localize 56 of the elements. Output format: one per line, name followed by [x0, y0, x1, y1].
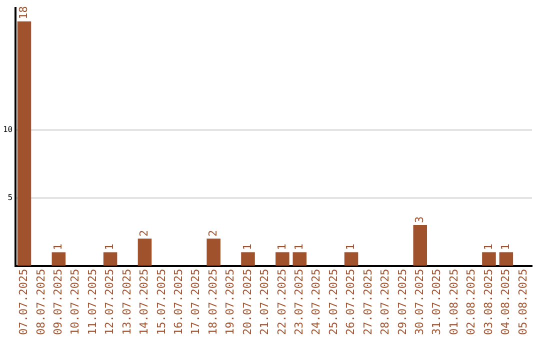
- x-tick-label: 18.07.2025: [206, 268, 220, 336]
- data-label: 1: [344, 244, 358, 250]
- x-tick-label: 02.08.2025: [464, 268, 478, 336]
- x-tick-label: 24.07.2025: [310, 268, 323, 336]
- bar: [241, 252, 255, 266]
- x-tick-label: 03.08.2025: [482, 268, 495, 336]
- x-tick-label: 17.07.2025: [189, 268, 202, 336]
- x-tick-label: 08.07.2025: [34, 268, 48, 336]
- x-tick-label: 29.07.2025: [396, 268, 409, 336]
- x-tick-label: 20.07.2025: [240, 268, 254, 336]
- bar: [17, 21, 32, 266]
- y-tick-label: 10: [2, 125, 13, 134]
- bar: [482, 252, 496, 266]
- x-tick-label: 21.07.2025: [258, 268, 272, 336]
- bar: [499, 252, 514, 266]
- x-tick-label: 16.07.2025: [172, 268, 186, 336]
- bar: [138, 238, 152, 266]
- x-tick-label: 14.07.2025: [138, 268, 151, 336]
- bar: [103, 252, 118, 266]
- bar: [413, 225, 428, 266]
- data-label: 1: [275, 244, 288, 250]
- x-tick-label: 19.07.2025: [224, 268, 237, 336]
- data-label: 3: [412, 216, 426, 224]
- bar: [292, 252, 307, 266]
- x-tick-label: 22.07.2025: [275, 268, 288, 336]
- x-tick-label: 04.08.2025: [499, 268, 512, 336]
- x-tick-label: 23.07.2025: [292, 268, 306, 336]
- bar: [206, 238, 220, 266]
- x-tick-label: 15.07.2025: [154, 268, 168, 336]
- x-tick-label: 27.07.2025: [361, 268, 374, 336]
- x-tick-label: 31.07.2025: [430, 268, 444, 336]
- x-tick-label: 07.07.2025: [17, 268, 30, 336]
- data-label: 18: [17, 6, 30, 20]
- data-label: 1: [52, 244, 65, 250]
- x-tick-label: 05.08.2025: [516, 268, 530, 336]
- x-tick-label: 12.07.2025: [103, 268, 116, 336]
- bar: [344, 252, 358, 266]
- bar: [276, 252, 290, 266]
- x-tick-label: 30.07.2025: [412, 268, 426, 336]
- data-label: 2: [138, 230, 151, 237]
- x-tick-label: 26.07.2025: [344, 268, 358, 336]
- data-label: 1: [292, 244, 306, 250]
- y-tick-label: 5: [8, 192, 13, 202]
- data-label: 1: [240, 244, 254, 250]
- x-tick-label: 09.07.2025: [52, 268, 65, 336]
- data-label: 1: [103, 244, 116, 250]
- data-label: 2: [206, 230, 220, 237]
- bar: [52, 252, 66, 266]
- x-tick-label: 13.07.2025: [120, 268, 134, 336]
- data-label: 1: [499, 244, 512, 250]
- x-tick-label: 25.07.2025: [326, 268, 340, 336]
- x-tick-label: 11.07.2025: [86, 268, 99, 336]
- data-label: 1: [482, 244, 495, 250]
- x-tick-label: 10.07.2025: [68, 268, 82, 336]
- x-tick-label: 28.07.2025: [378, 268, 392, 336]
- x-tick-label: 01.08.2025: [447, 268, 460, 336]
